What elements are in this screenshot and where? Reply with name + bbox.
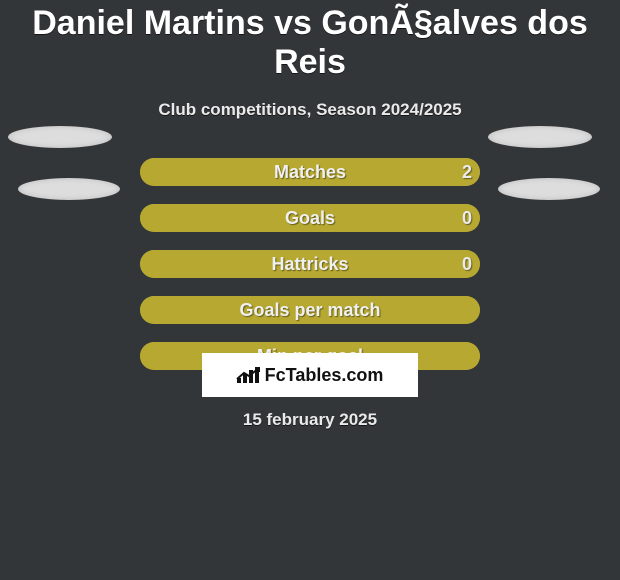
stat-row: Matches 2 xyxy=(0,158,620,204)
fctables-logo[interactable]: FcTables.com xyxy=(202,353,418,397)
player-left-avatar-placeholder xyxy=(8,126,112,148)
bars-chart-icon xyxy=(237,367,259,383)
trend-arrow-icon xyxy=(236,367,260,381)
stat-row: Hattricks 0 xyxy=(0,250,620,296)
stat-row: Goals 0 xyxy=(0,204,620,250)
logo-text: FcTables.com xyxy=(265,365,384,386)
stat-bar xyxy=(140,250,480,278)
page-title: Daniel Martins vs GonÃ§alves dos Reis xyxy=(0,0,620,82)
stat-bar-fill xyxy=(140,296,480,324)
page-subtitle: Club competitions, Season 2024/2025 xyxy=(0,100,620,120)
stat-bar xyxy=(140,158,480,186)
stat-bar xyxy=(140,204,480,232)
date-text: 15 february 2025 xyxy=(0,410,620,430)
stat-bar-fill xyxy=(140,204,480,232)
stat-bar xyxy=(140,296,480,324)
comparison-card: Daniel Martins vs GonÃ§alves dos Reis Cl… xyxy=(0,0,620,580)
logo-text-prefix: Fc xyxy=(265,365,286,385)
stat-bar-fill xyxy=(140,250,480,278)
stat-bar-fill xyxy=(140,158,480,186)
player-right-avatar-placeholder xyxy=(488,126,592,148)
stat-row: Goals per match xyxy=(0,296,620,342)
logo-text-suffix: Tables.com xyxy=(286,365,384,385)
